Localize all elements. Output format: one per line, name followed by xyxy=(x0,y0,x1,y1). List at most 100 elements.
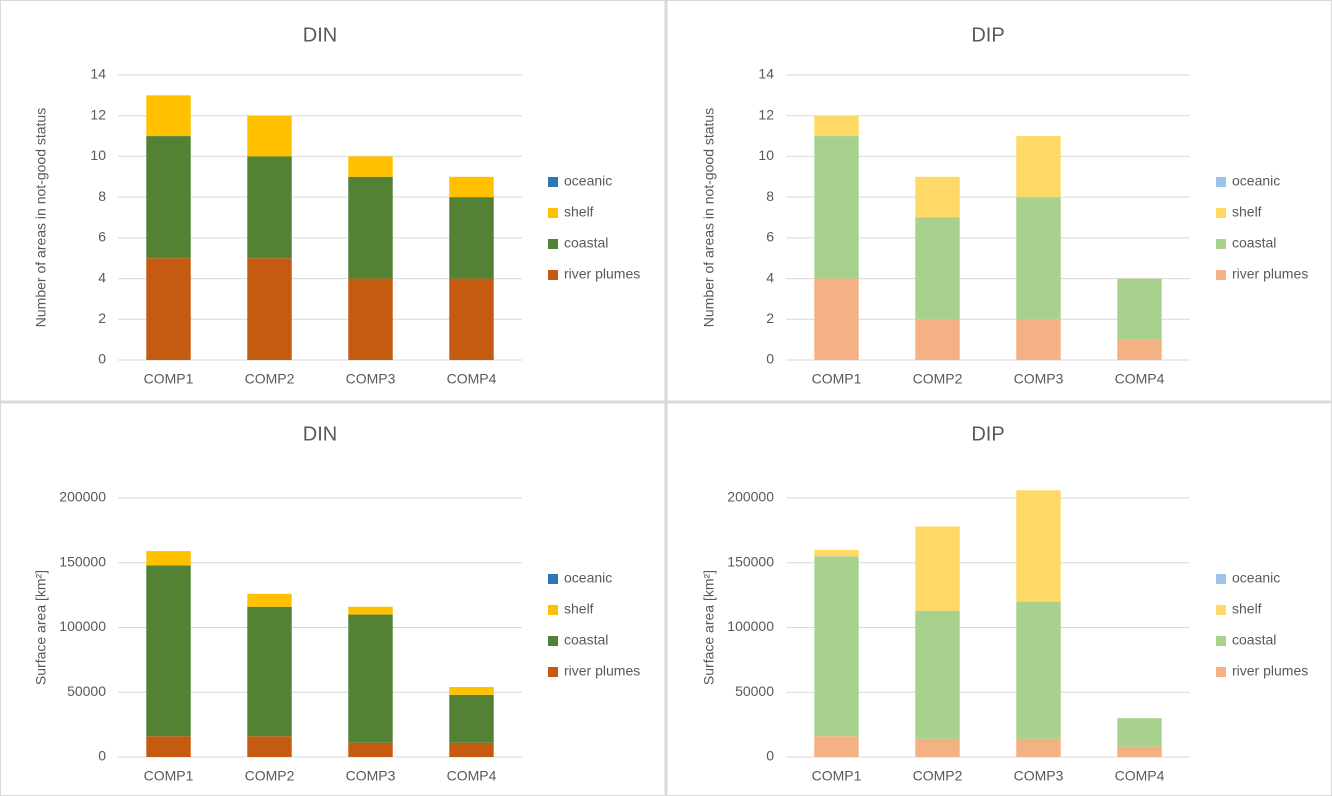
bar-segment xyxy=(348,614,393,743)
bar-segment xyxy=(1016,738,1061,757)
bar-segment xyxy=(146,565,191,737)
bar-segment xyxy=(915,217,960,320)
y-tick-label: 150000 xyxy=(59,553,106,569)
x-tick-label: COMP2 xyxy=(245,371,295,387)
bar-segment xyxy=(348,606,393,615)
bar-segment xyxy=(449,176,494,198)
legend-label: river plumes xyxy=(1232,266,1308,282)
legend-label: coastal xyxy=(1232,235,1276,251)
y-tick-label: 4 xyxy=(766,269,774,285)
y-tick-label: 4 xyxy=(98,269,106,285)
y-tick-label: 150000 xyxy=(727,553,774,569)
y-tick-label: 100000 xyxy=(727,618,774,634)
legend-swatch xyxy=(1216,208,1226,218)
x-tick-label: COMP3 xyxy=(1014,768,1064,784)
bar-segment xyxy=(814,278,859,360)
bar-segment xyxy=(146,95,191,137)
y-tick-label: 10 xyxy=(90,147,106,163)
legend-swatch xyxy=(548,605,558,615)
y-tick-label: 12 xyxy=(90,106,106,122)
y-tick-label: 0 xyxy=(766,748,774,764)
legend-label: river plumes xyxy=(564,663,640,679)
y-axis-title: Number of areas in not-good status xyxy=(701,108,717,327)
bar-segment xyxy=(1117,746,1162,757)
bar-segment xyxy=(1117,278,1162,340)
legend-swatch xyxy=(1216,605,1226,615)
bar-segment xyxy=(814,736,859,757)
legend-label: river plumes xyxy=(1232,663,1308,679)
legend-label: coastal xyxy=(1232,632,1276,648)
legend-label: oceanic xyxy=(1232,173,1280,189)
bar-segment xyxy=(348,156,393,177)
bar-segment xyxy=(1016,601,1061,739)
bar-segment xyxy=(449,694,494,743)
legend-swatch xyxy=(1216,636,1226,646)
y-tick-label: 200000 xyxy=(727,489,774,505)
y-tick-label: 100000 xyxy=(59,618,106,634)
y-axis-title: Surface area [km²] xyxy=(33,570,49,685)
bar-segment xyxy=(1016,136,1061,198)
bar-segment xyxy=(814,556,859,737)
y-tick-label: 200000 xyxy=(59,489,106,505)
bar-segment xyxy=(915,319,960,360)
y-tick-label: 2 xyxy=(766,310,774,326)
legend-swatch xyxy=(1216,667,1226,677)
bar-segment xyxy=(1117,339,1162,360)
x-tick-label: COMP2 xyxy=(913,768,963,784)
y-tick-label: 14 xyxy=(90,66,106,82)
bar-segment xyxy=(915,526,960,611)
bar-segment xyxy=(449,278,494,360)
bar-segment xyxy=(247,156,292,259)
legend-swatch xyxy=(1216,239,1226,249)
legend-label: shelf xyxy=(1232,601,1262,617)
bar-segment xyxy=(247,593,292,607)
x-tick-label: COMP4 xyxy=(447,768,497,784)
x-tick-label: COMP4 xyxy=(1115,768,1165,784)
y-tick-label: 8 xyxy=(98,188,106,204)
y-axis-title: Number of areas in not-good status xyxy=(33,108,49,327)
y-tick-label: 10 xyxy=(758,147,774,163)
legend-label: shelf xyxy=(564,601,594,617)
x-tick-label: COMP1 xyxy=(812,371,862,387)
bar-segment xyxy=(247,258,292,360)
legend-swatch xyxy=(548,208,558,218)
bar-segment xyxy=(814,549,859,557)
legend-swatch xyxy=(1216,574,1226,584)
x-tick-label: COMP4 xyxy=(447,371,497,387)
legend-swatch xyxy=(548,239,558,249)
y-tick-label: 6 xyxy=(98,229,106,245)
bar-segment xyxy=(915,610,960,739)
bar-segment xyxy=(1016,197,1061,320)
bar-segment xyxy=(915,738,960,757)
y-tick-label: 0 xyxy=(98,748,106,764)
legend-swatch xyxy=(1216,177,1226,187)
y-tick-label: 0 xyxy=(766,351,774,367)
legend-label: shelf xyxy=(1232,204,1262,220)
bar-segment xyxy=(146,258,191,360)
legend-label: coastal xyxy=(564,235,608,251)
y-tick-label: 0 xyxy=(98,351,106,367)
x-tick-label: COMP3 xyxy=(346,768,396,784)
y-tick-label: 50000 xyxy=(67,683,106,699)
x-tick-label: COMP3 xyxy=(346,371,396,387)
bar-segment xyxy=(146,736,191,757)
y-tick-label: 8 xyxy=(766,188,774,204)
bar-segment xyxy=(247,736,292,757)
legend-label: shelf xyxy=(564,204,594,220)
chart-title: DIN xyxy=(303,24,337,46)
bar-segment xyxy=(449,742,494,757)
bar-segment xyxy=(814,136,859,279)
chart-title: DIP xyxy=(971,423,1004,445)
bar-segment xyxy=(1117,718,1162,747)
x-tick-label: COMP2 xyxy=(913,371,963,387)
legend-swatch xyxy=(548,636,558,646)
bar-segment xyxy=(247,115,292,157)
bar-segment xyxy=(146,136,191,259)
bar-segment xyxy=(1016,490,1061,602)
x-tick-label: COMP4 xyxy=(1115,371,1165,387)
legend-label: oceanic xyxy=(1232,570,1280,586)
x-tick-label: COMP1 xyxy=(144,371,194,387)
legend-swatch xyxy=(1216,270,1226,280)
